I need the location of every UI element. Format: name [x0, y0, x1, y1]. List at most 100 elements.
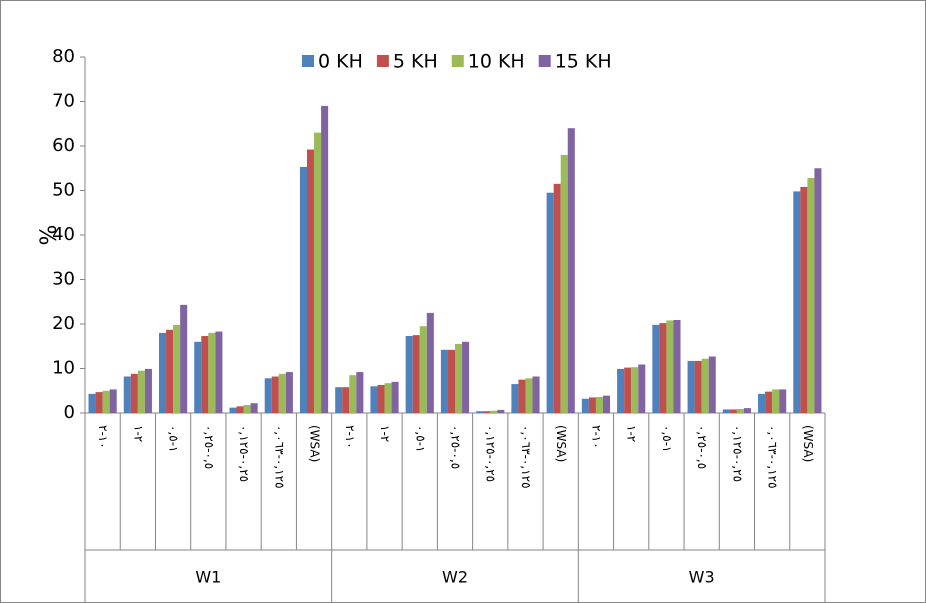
bar	[412, 335, 420, 413]
bar	[159, 332, 167, 413]
bar	[631, 367, 639, 413]
legend-label: 0 KH	[318, 51, 363, 73]
bar	[490, 410, 498, 413]
group-label: W1	[195, 568, 221, 587]
x-tick-label: (WSA)	[308, 425, 322, 462]
legend-label: 10 KH	[468, 51, 525, 73]
bar	[377, 384, 385, 413]
bar	[722, 409, 730, 413]
y-tick-label: 30	[52, 269, 75, 290]
bar	[405, 336, 413, 413]
bar	[807, 178, 815, 413]
bar	[455, 344, 463, 413]
bar	[617, 368, 625, 413]
bar	[659, 323, 667, 413]
bar	[314, 132, 322, 413]
bar	[708, 356, 716, 413]
bar	[814, 168, 822, 413]
x-tick-label: (WSA)	[801, 425, 815, 462]
bar	[144, 368, 152, 413]
x-tick-label: ٠,٥-٠,٢٥	[449, 425, 463, 469]
bar	[673, 319, 681, 413]
x-tick-label: ٠,٥-٠,٢٥	[695, 425, 709, 469]
x-tick-label: ١-٠,٥	[167, 425, 181, 453]
group-label: W2	[442, 568, 468, 587]
bar	[419, 326, 427, 413]
x-tick-label: ٢-١	[378, 425, 392, 442]
bar	[560, 154, 568, 413]
bar	[546, 192, 554, 413]
x-tick-label: ١٠-٢	[589, 425, 603, 449]
bar	[532, 376, 540, 413]
bar	[440, 349, 448, 413]
bar	[462, 341, 470, 413]
x-tick-label: ٠,١٢٥-٠,٠٦٣	[519, 425, 533, 489]
bar	[800, 186, 808, 413]
y-tick-label: 10	[52, 358, 75, 379]
y-axis-label: %	[37, 225, 62, 246]
bar	[102, 390, 110, 413]
x-tick-label: ٢-١	[131, 425, 145, 442]
bar	[201, 336, 209, 413]
bar	[595, 396, 603, 413]
bar	[194, 341, 202, 413]
bar	[180, 304, 188, 413]
y-tick-label: 40	[52, 224, 75, 245]
bar	[271, 376, 279, 413]
x-tick-label: (WSA)	[554, 425, 568, 462]
bar	[447, 349, 455, 413]
bar	[370, 386, 378, 413]
x-tick-label: ١-٠,٥	[660, 425, 674, 453]
x-tick-label: ٢-١	[625, 425, 639, 442]
bar	[553, 183, 561, 413]
y-tick-label: 0	[64, 402, 75, 423]
group-label: W3	[689, 568, 715, 587]
legend-swatch	[538, 55, 551, 67]
bar	[772, 389, 780, 413]
x-tick-label: ٠,٢٥-٠,١٢٥	[730, 425, 744, 482]
bar	[123, 376, 131, 413]
bar	[384, 383, 392, 413]
bar	[342, 387, 350, 413]
y-tick-label: 50	[52, 180, 75, 201]
bar	[356, 372, 364, 413]
bar	[236, 406, 244, 413]
bar	[278, 373, 286, 413]
x-tick-label: ٠,٥-٠,٢٥	[202, 425, 216, 469]
bar	[391, 381, 399, 413]
bar	[652, 324, 660, 413]
bar	[736, 408, 744, 413]
bar	[335, 387, 343, 413]
x-tick-label: ١-٠,٥	[413, 425, 427, 453]
bar	[518, 379, 526, 413]
bar	[109, 389, 117, 413]
bar	[743, 408, 751, 413]
legend-swatch	[376, 55, 389, 67]
y-tick-label: 80	[52, 46, 75, 67]
bar	[758, 393, 766, 413]
legend-swatch	[451, 55, 464, 67]
y-tick-label: 60	[52, 135, 75, 156]
x-tick-label: ٠,٢٥-٠,١٢٥	[484, 425, 498, 482]
y-tick-label: 70	[52, 91, 75, 112]
bar	[208, 332, 216, 413]
legend-label: 15 KH	[555, 51, 612, 73]
bar	[483, 411, 491, 413]
bar	[588, 397, 596, 413]
bar	[88, 393, 96, 413]
bar	[173, 324, 181, 413]
bar	[426, 312, 434, 413]
x-tick-label: ١٠-٢	[96, 425, 110, 449]
bar	[130, 373, 138, 413]
bar	[701, 358, 709, 413]
x-tick-label: ٠,٢٥-٠,١٢٥	[237, 425, 251, 482]
bar	[687, 360, 695, 413]
bar	[666, 320, 674, 413]
bar	[285, 372, 293, 413]
bar	[638, 364, 646, 413]
bar	[603, 395, 611, 413]
bar	[694, 360, 702, 413]
x-tick-label: ١٠-٢	[343, 425, 357, 449]
